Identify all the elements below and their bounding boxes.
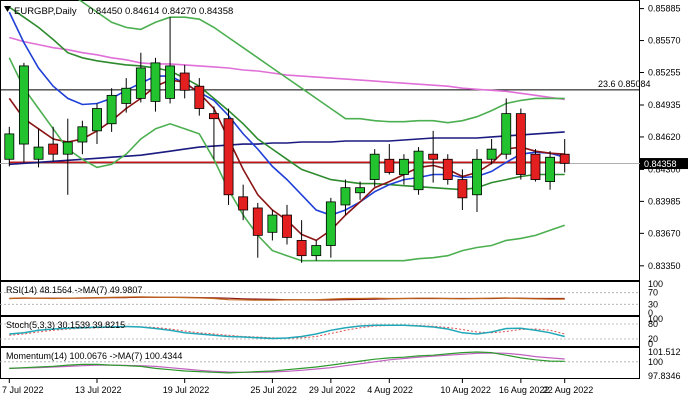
time-tick-label: 13 Jul 2022	[75, 385, 122, 395]
panel-tick-label: 30	[648, 299, 658, 309]
rsi-line	[9, 296, 565, 301]
fib-layer: 23.6 0.85084	[0, 79, 651, 91]
candle-body	[165, 65, 176, 99]
candle-body	[150, 62, 161, 102]
current-price-tag	[640, 158, 688, 170]
panel-tick-label: 80	[648, 319, 658, 329]
title-arrow-icon	[4, 6, 11, 12]
time-tick-label: 10 Aug 2022	[440, 385, 491, 395]
time-tick-label: 16 Aug 2022	[499, 385, 550, 395]
stoch-panel	[0, 323, 640, 340]
momentum-line	[9, 351, 565, 374]
candle-body	[92, 108, 102, 132]
candle-body	[559, 153, 570, 164]
candles	[4, 17, 570, 263]
price-tick-label: 0.84620	[648, 132, 681, 142]
panel-tick-label: 100	[648, 279, 663, 289]
chart-title: EURGBP,Daily	[14, 6, 77, 17]
candle-body	[428, 153, 439, 160]
rsi-panel	[0, 292, 640, 305]
candle-body	[340, 187, 351, 206]
price-tick-label: 0.83350	[648, 261, 681, 271]
price-tick-label: 0.85570	[648, 36, 681, 46]
stoch-k-line	[9, 324, 565, 340]
price-tick-label: 0.84300	[648, 164, 681, 174]
candle-body	[530, 153, 541, 180]
ma-line	[9, 36, 565, 101]
price-tick-label: 0.85885	[648, 4, 681, 14]
price-tick-label: 0.83670	[648, 228, 681, 238]
time-tick-label: 29 Jul 2022	[309, 385, 356, 395]
momentum-panel	[0, 351, 640, 374]
time-tick-label: 25 Jul 2022	[250, 385, 297, 395]
candle-body	[179, 72, 190, 91]
candle-body	[472, 158, 482, 196]
current-price-label: 0.84358	[644, 159, 677, 169]
candle-body	[311, 245, 322, 257]
rsi-label: RSI(14) 48.1564 ->MA(7) 49.9807	[6, 285, 142, 295]
candle-body	[62, 141, 73, 155]
candle-body	[267, 214, 278, 233]
ma-line	[78, 0, 565, 124]
candle-body	[282, 214, 292, 238]
time-tick-label: 22 Aug 2022	[543, 385, 594, 395]
time-tick-label: 7 Jul 2022	[2, 385, 44, 395]
candle-body	[33, 146, 44, 160]
panel-tick-label: 70	[648, 288, 658, 298]
candle-body	[77, 126, 88, 143]
panel-tick-label: 100	[648, 357, 663, 367]
stoch-panel-frame	[0, 316, 640, 347]
candle-body	[223, 118, 234, 196]
candle-body	[106, 94, 117, 125]
panel-tick-label: 100	[648, 314, 663, 324]
candle-body	[18, 65, 29, 145]
panel-tick-label: 101.512	[648, 347, 681, 357]
candle-body	[135, 67, 146, 99]
rsi-panel-frame	[0, 281, 640, 316]
panel-tick-label: 20	[648, 334, 658, 344]
panel-tick-label: 97.8346	[648, 371, 681, 381]
candle-body	[413, 150, 424, 191]
candle-body	[121, 87, 132, 104]
price-tick-label: 0.85255	[648, 68, 681, 78]
time-tick-label: 4 Aug 2022	[367, 385, 413, 395]
stoch-label: Stoch(5,3,3) 30.1539 39.8215	[6, 320, 125, 330]
price-tick-label: 0.83985	[648, 196, 681, 206]
price-axis: 0.85885 0.85570 0.85255 0.84935 0.84620 0.843…	[640, 4, 681, 271]
panel-tick-label: 0	[648, 308, 653, 318]
candle-body	[48, 143, 59, 155]
momentum-label: Momentum(14) 100.0676 ->MA(7) 100.4344	[6, 351, 182, 361]
time-axis: 7 Jul 2022 13 Jul 2022 19 Jul 2022 25 Jul 2…	[2, 379, 593, 395]
candle-body	[457, 179, 468, 199]
panel-tick-label: 0	[648, 339, 653, 349]
candle-body	[501, 113, 512, 155]
candle-body	[325, 201, 336, 246]
candle-body	[355, 187, 366, 194]
fib-label: 23.6 0.85084	[598, 79, 651, 89]
candle-body	[369, 153, 380, 180]
candle-body	[194, 85, 205, 109]
candle-body	[208, 113, 219, 120]
candle-body	[296, 240, 307, 257]
candle-body	[545, 156, 556, 182]
candle-body	[486, 148, 497, 160]
time-tick-label: 19 Jul 2022	[163, 385, 210, 395]
candle-body	[4, 133, 15, 160]
price-tick-label: 0.84935	[648, 100, 681, 110]
candle-body	[252, 207, 263, 236]
momentum-panel-frame	[0, 347, 640, 379]
main-plot-frame	[0, 0, 640, 281]
ohlc-header: 0.84450 0.84614 0.84270 0.84358	[88, 6, 233, 17]
candle-body	[384, 158, 395, 173]
candle-body	[442, 158, 453, 180]
ma-line	[9, 131, 565, 166]
candle-body	[398, 158, 409, 175]
candle-body	[238, 196, 249, 211]
ma-line	[8, 57, 565, 262]
candle-body	[515, 113, 526, 175]
